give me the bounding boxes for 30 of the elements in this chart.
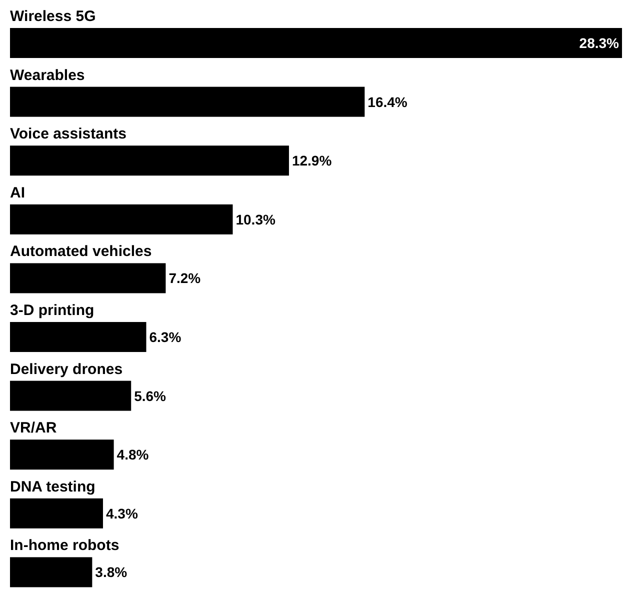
bar xyxy=(10,263,166,294)
data-label: 10.3% xyxy=(236,211,276,228)
bar xyxy=(10,86,365,117)
bar xyxy=(10,28,622,58)
y-tick-label: In-home robots xyxy=(10,537,120,554)
bar xyxy=(10,204,233,234)
data-label: 5.6% xyxy=(134,388,167,404)
y-tick-label: Automated vehicles xyxy=(10,243,152,260)
bar xyxy=(10,146,289,176)
y-tick-label: 3-D printing xyxy=(10,302,94,319)
bar xyxy=(10,557,92,588)
data-label: 12.9% xyxy=(292,152,332,169)
y-tick-label: Delivery drones xyxy=(10,360,123,378)
data-label: 28.3% xyxy=(579,35,620,51)
data-label: 3.8% xyxy=(95,564,128,580)
data-label: 6.3% xyxy=(149,329,182,345)
data-label: 4.3% xyxy=(106,505,138,522)
data-label: 16.4% xyxy=(368,94,408,110)
y-tick-label: DNA testing xyxy=(10,478,96,496)
bar xyxy=(10,322,146,352)
bar xyxy=(10,440,114,470)
y-tick-label: Voice assistants xyxy=(10,126,126,143)
y-tick-label: VR/AR xyxy=(10,420,57,437)
bar xyxy=(10,498,103,528)
data-label: 7.2% xyxy=(168,270,202,286)
data-label: 4.8% xyxy=(116,446,150,463)
bar xyxy=(10,380,132,411)
y-tick-label: AI xyxy=(10,184,25,202)
y-tick-label: Wireless 5G xyxy=(10,8,96,25)
y-tick-label: Wearables xyxy=(10,66,85,84)
